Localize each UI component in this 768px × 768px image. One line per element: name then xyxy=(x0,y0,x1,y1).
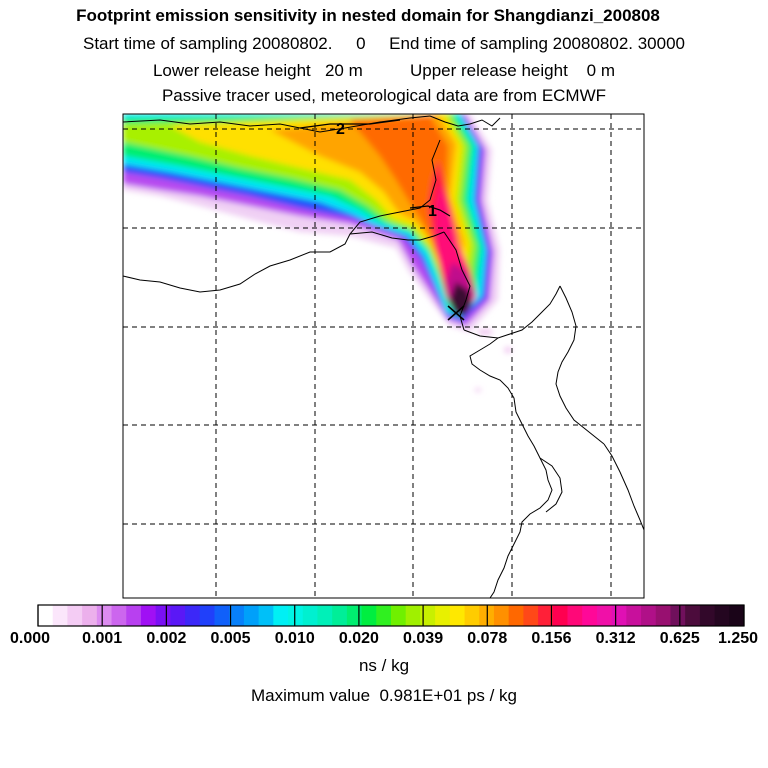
colorbar-cell xyxy=(699,605,716,626)
colorbar-tick-label: 1.250 xyxy=(717,630,759,647)
colorbar-cell xyxy=(729,605,745,626)
colorbar-cell xyxy=(229,605,245,626)
plot-title: Footprint emission sensitivity in nested… xyxy=(76,6,660,25)
colorbar-cell xyxy=(508,605,524,626)
colorbar-cell xyxy=(420,605,436,626)
colorbar-cell xyxy=(38,605,54,626)
colorbar-tick-label: 0.078 xyxy=(467,630,508,647)
graticule xyxy=(123,114,644,598)
receptor-marker-icon xyxy=(447,305,465,321)
colorbar-cell xyxy=(567,605,583,626)
colorbar-cell xyxy=(376,605,392,626)
colorbar-tick-label: 0.000 xyxy=(9,630,51,647)
colorbar-cell xyxy=(199,605,215,626)
colorbar-cell xyxy=(140,605,157,626)
colorbar-tick-label: 0.312 xyxy=(595,630,636,647)
colorbar-cell xyxy=(449,605,466,626)
colorbar-cell xyxy=(82,605,98,626)
map-frame xyxy=(122,113,645,599)
contour-label-2: 2 xyxy=(336,121,345,138)
colorbar-cell xyxy=(273,605,289,626)
colorbar-cell xyxy=(96,605,113,626)
release-height-line: Lower release height 20 m Upper release … xyxy=(152,61,616,80)
colorbar-cell xyxy=(214,605,230,626)
colorbar-cell xyxy=(170,605,186,626)
colorbar-cell xyxy=(435,605,451,626)
colorbar-cell xyxy=(155,605,171,626)
colorbar-cell xyxy=(523,605,539,626)
colorbar-cell xyxy=(67,605,83,626)
sensitivity-field xyxy=(123,114,644,598)
colorbar-tick-label: 0.039 xyxy=(403,630,444,647)
colorbar-tick-label: 0.020 xyxy=(338,630,379,647)
colorbar-cell xyxy=(391,605,407,626)
colorbar-cell xyxy=(111,605,127,626)
colorbar-tick-label: 0.002 xyxy=(146,630,187,647)
colorbar-cell xyxy=(552,605,568,626)
colorbar-cell xyxy=(288,605,304,626)
colorbar-cell xyxy=(126,605,142,626)
colorbar-cell xyxy=(317,605,333,626)
colorbar-outline xyxy=(37,604,745,627)
colorbar-cell xyxy=(685,605,701,626)
contour-label-1: 1 xyxy=(428,203,437,220)
colorbar-tick-label: 0.001 xyxy=(82,630,123,647)
colorbar-cell xyxy=(346,605,363,626)
colorbar-cell xyxy=(361,605,377,626)
colorbar-cell xyxy=(596,605,613,626)
tracer-note-line: Passive tracer used, meteorological data… xyxy=(161,86,607,105)
colorbar-unit: ns / kg xyxy=(358,656,410,675)
colorbar-cell xyxy=(641,605,657,626)
colorbar-cell xyxy=(611,605,627,626)
colorbar-cell xyxy=(185,605,201,626)
colorbar-tick-label: 0.156 xyxy=(531,630,572,647)
colorbar-cell xyxy=(714,605,730,626)
colorbar-tick-label: 0.010 xyxy=(274,630,315,647)
colorbar-cell xyxy=(538,605,554,626)
sampling-time-line: Start time of sampling 20080802. 0 End t… xyxy=(83,34,685,53)
colorbar-cell xyxy=(670,605,686,626)
colorbar-cell xyxy=(626,605,642,626)
colorbar-cell xyxy=(493,605,510,626)
colorbar-cell xyxy=(582,605,598,626)
colorbar-cell xyxy=(302,605,318,626)
colorbar-cell xyxy=(464,605,480,626)
colorbar-cell xyxy=(655,605,671,626)
colorbar-tick-label: 0.005 xyxy=(210,630,251,647)
maximum-value-text: Maximum value 0.981E+01 ps / kg xyxy=(251,686,517,705)
colorbar-cell xyxy=(332,605,348,626)
colorbar-cells xyxy=(38,605,745,626)
colorbar-cell xyxy=(52,605,68,626)
colorbar-cell xyxy=(405,605,421,626)
colorbar-cell xyxy=(258,605,274,626)
colorbar-cell xyxy=(243,605,260,626)
colorbar-tick-label: 0.625 xyxy=(659,630,700,647)
